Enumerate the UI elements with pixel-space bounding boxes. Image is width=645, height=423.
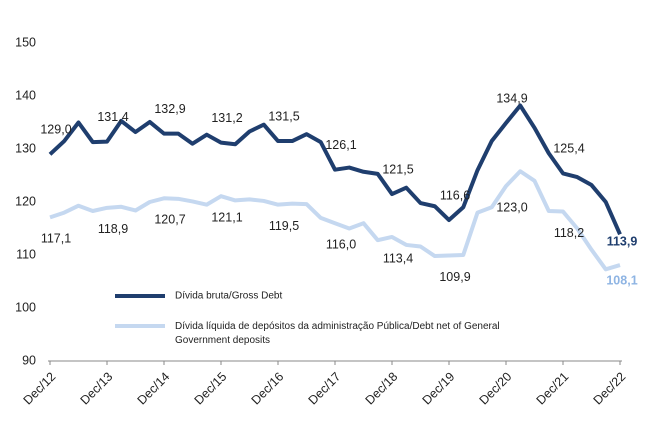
data-label: 108,1	[606, 273, 637, 287]
data-label: 126,1	[325, 138, 356, 152]
y-tick-label: 100	[15, 300, 36, 314]
x-tick-label: Dec/20	[477, 370, 515, 408]
data-label: 117,1	[41, 232, 71, 246]
data-label: 113,4	[383, 251, 413, 265]
data-label: 131,5	[268, 109, 299, 123]
x-tick-label: Dec/18	[363, 370, 401, 408]
data-label: 119,5	[269, 219, 299, 233]
x-tick-label: Dec/19	[420, 370, 458, 408]
x-tick-label: Dec/16	[249, 370, 287, 408]
data-label: 123,0	[496, 200, 527, 214]
data-label: 131,2	[211, 111, 242, 125]
x-tick-label: Dec/13	[78, 370, 116, 408]
y-tick-label: 130	[15, 141, 36, 155]
data-label: 121,1	[211, 210, 242, 224]
legend-label: Dívida bruta/Gross Debt	[175, 291, 282, 302]
y-tick-label: 120	[15, 194, 36, 208]
series-line	[49, 169, 621, 272]
y-tick-label: 110	[16, 247, 36, 261]
data-label: 118,9	[98, 222, 128, 236]
data-label: 131,4	[97, 110, 128, 124]
data-label: 134,9	[496, 91, 527, 105]
x-tick-label: Dec/17	[306, 370, 344, 408]
x-tick-label: Dec/12	[21, 370, 59, 408]
data-label: 116,6	[440, 188, 470, 202]
series-line	[48, 103, 622, 236]
data-label: 109,9	[439, 270, 470, 284]
x-tick-label: Dec/22	[591, 370, 629, 408]
data-label: 121,5	[382, 162, 413, 176]
x-tick-label: Dec/15	[192, 370, 230, 408]
data-label: 132,9	[154, 102, 185, 116]
data-label: 116,0	[326, 237, 356, 251]
x-tick-label: Dec/21	[534, 370, 572, 408]
data-label: 129,0	[40, 123, 71, 137]
y-tick-label: 90	[22, 353, 36, 367]
data-label: 125,4	[553, 142, 584, 156]
legend-label: Dívida líquida de depósitos da administr…	[175, 321, 500, 346]
data-label: 113,9	[607, 235, 638, 249]
y-tick-label: 150	[15, 35, 36, 49]
data-label: 120,7	[154, 213, 185, 227]
y-tick-label: 140	[15, 88, 36, 102]
data-label: 118,2	[554, 226, 584, 240]
x-tick-label: Dec/14	[135, 370, 173, 408]
